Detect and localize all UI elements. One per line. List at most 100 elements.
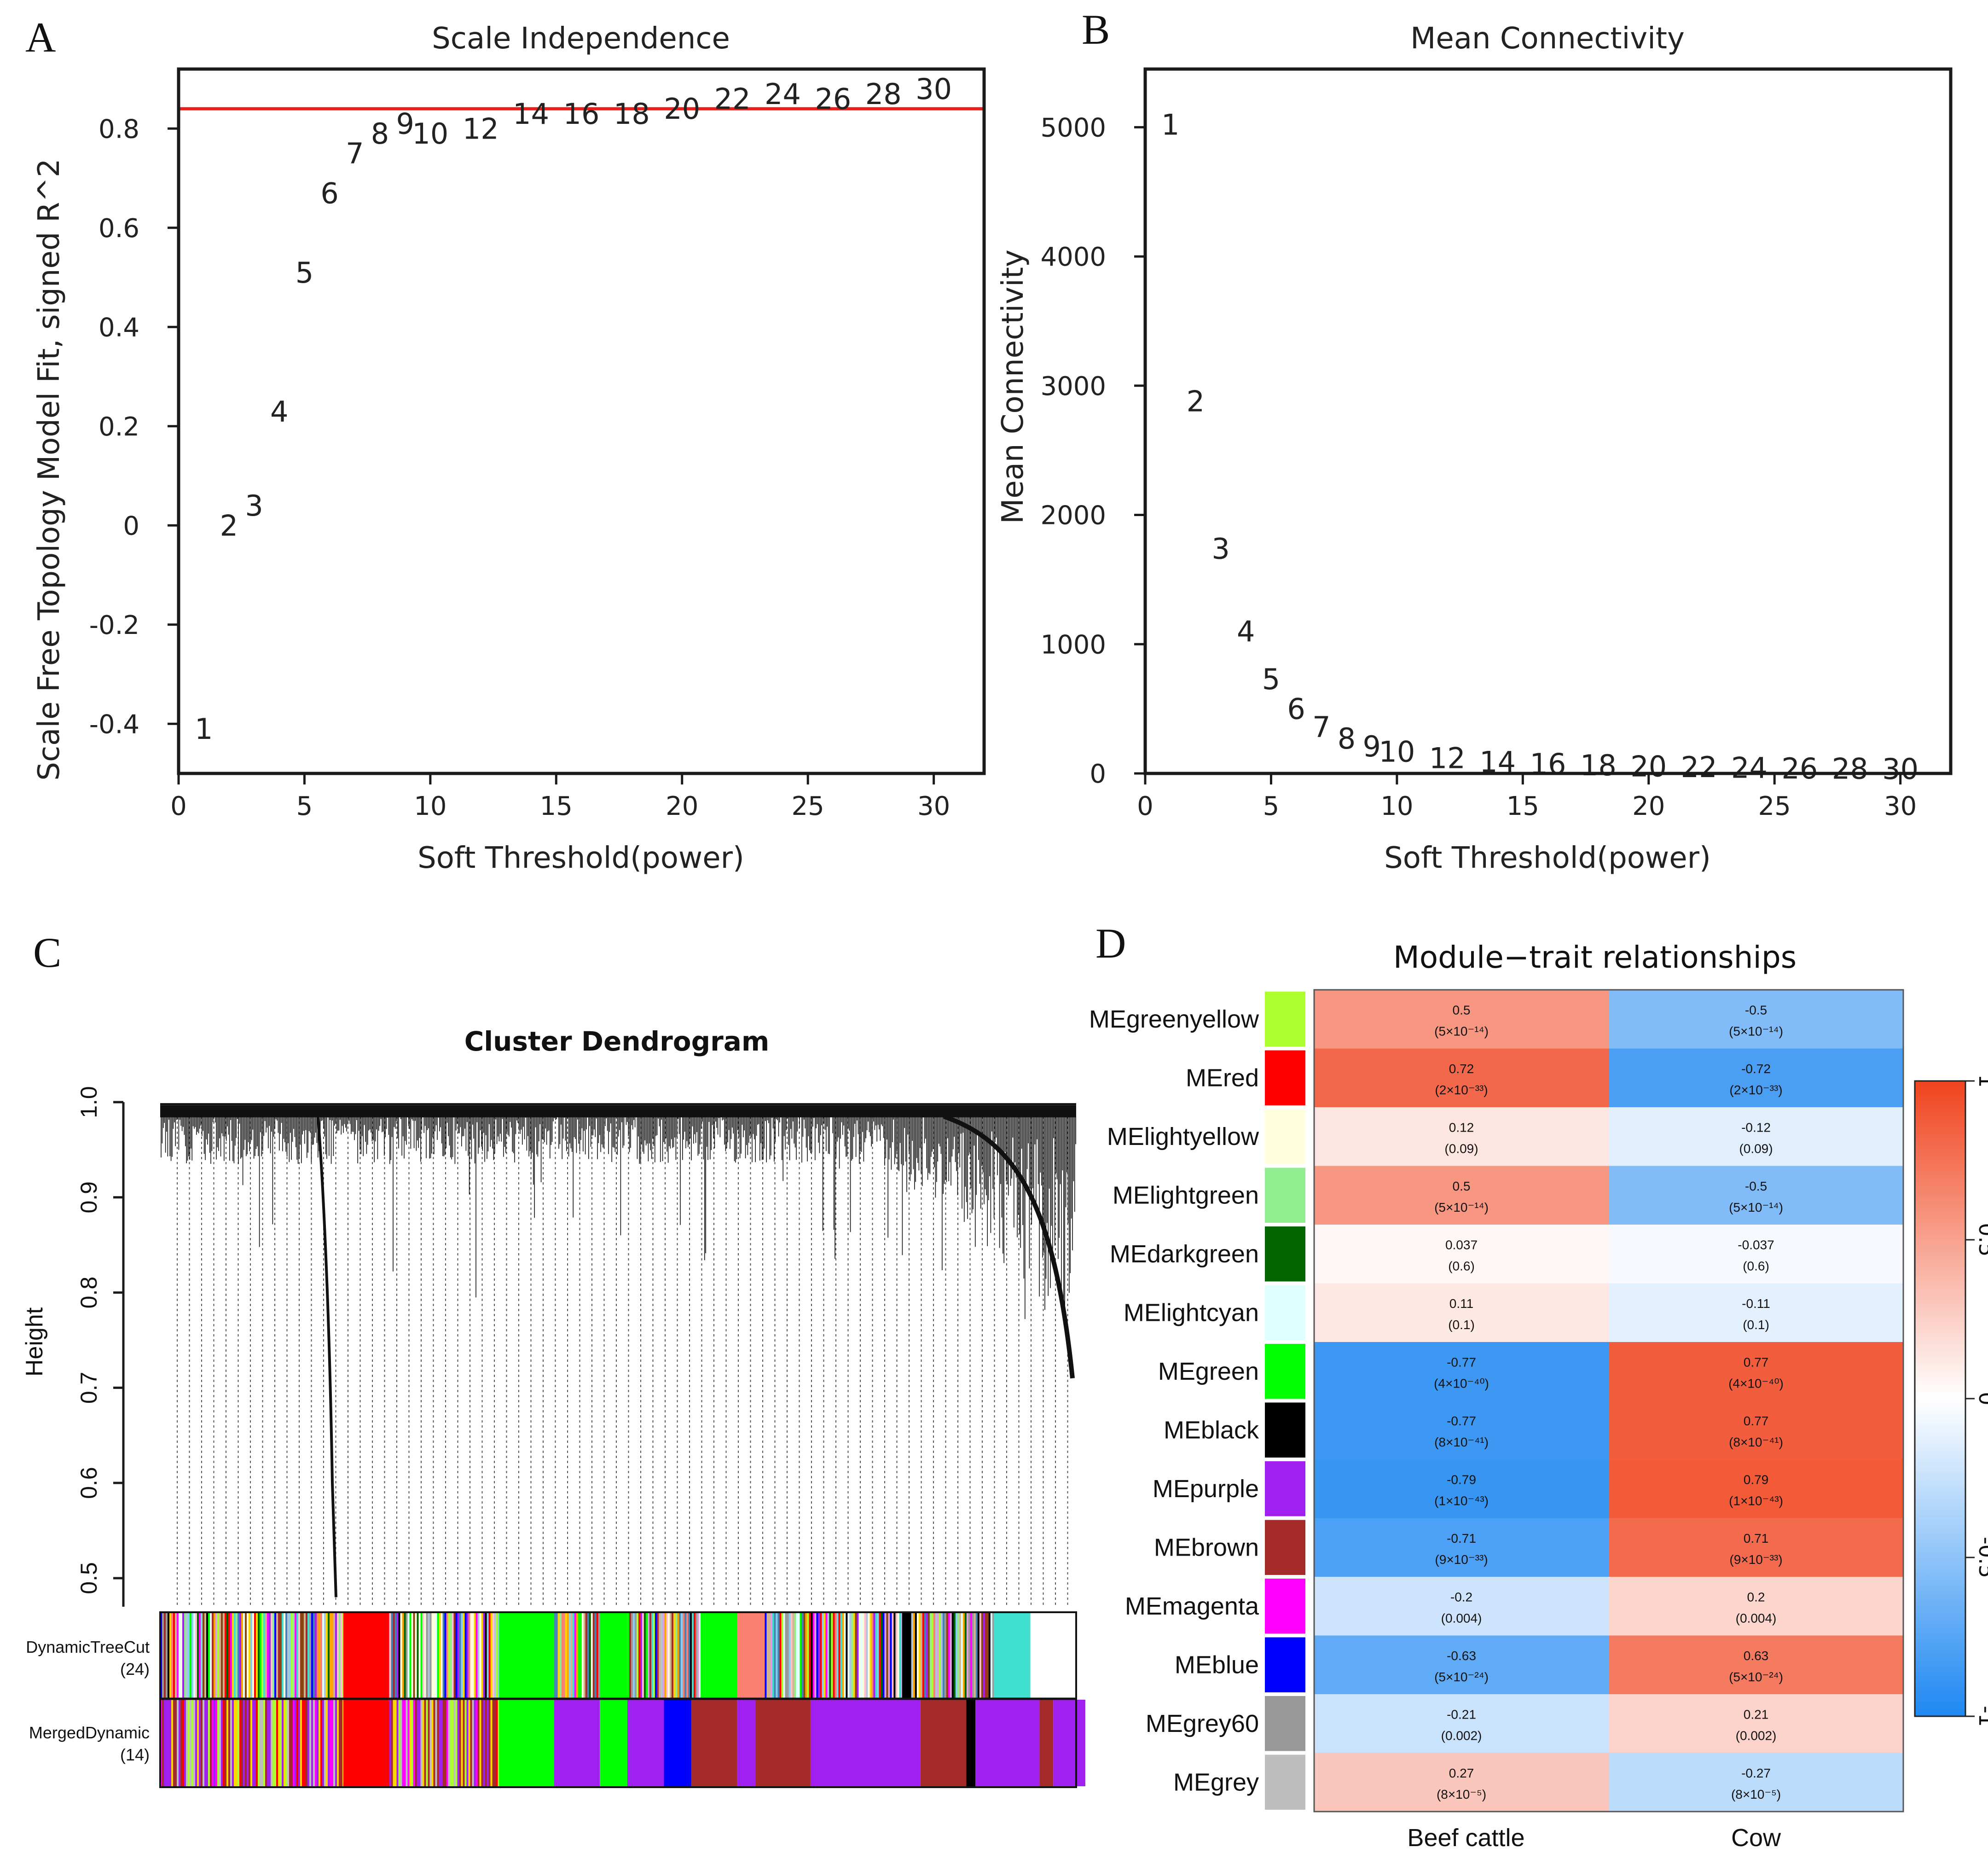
color-stripe [287,1700,290,1786]
color-stripe [468,1613,470,1699]
module-swatch [1265,1109,1305,1164]
color-stripe [444,1613,446,1699]
color-stripe [882,1613,885,1699]
color-stripe [951,1613,954,1699]
y-tick-label: 3000 [1040,372,1106,401]
color-stripe [180,1700,183,1786]
color-stripe [197,1613,199,1699]
y-tick-label: 0.4 [99,313,139,343]
module-swatch [1265,1637,1305,1692]
data-point-label: 26 [815,82,851,116]
legend-ticks: 1 0.5 0 -0.5 -1 [1965,1074,1988,1727]
color-stripe [215,1613,218,1699]
y-tick-label: 1000 [1040,630,1106,660]
data-point-label: 9 [396,107,414,141]
color-stripe [807,1613,809,1699]
color-stripe [418,1700,421,1786]
color-stripe [570,1613,573,1699]
color-stripe [961,1613,963,1699]
color-stripe [311,1613,313,1699]
color-stripe [638,1613,641,1699]
heatmap-cell [1609,1577,1903,1636]
color-stripe [645,1613,648,1699]
color-stripe [428,1613,430,1699]
color-stripe [768,1613,771,1699]
color-stripe [695,1613,698,1699]
color-stripe [627,1700,664,1786]
color-stripe [411,1613,413,1699]
color-stripe [317,1700,319,1786]
y-tick-label: 0 [1090,759,1106,789]
module-label: MEgrey [1173,1768,1259,1796]
x-tick-label: 30 [917,791,950,821]
color-stripe [300,1613,302,1699]
color-stripe [293,1700,295,1786]
heatmap-frame [1313,989,1904,1813]
color-stripe [581,1613,584,1699]
color-stripe [812,1613,815,1699]
color-stripe [258,1613,260,1699]
cell-pvalue: (5×10⁻¹⁴) [1434,1200,1489,1214]
color-stripe [182,1613,185,1699]
color-stripe [234,1700,236,1786]
heatmap-row: MEgreen -0.77 (4×10⁻⁴⁰) 0.77 (4×10⁻⁴⁰) [1158,1342,1903,1401]
module-label: MEmagenta [1125,1592,1259,1620]
module-label: MEgrey60 [1146,1710,1259,1737]
color-stripe [440,1613,443,1699]
module-label: MElightcyan [1124,1299,1259,1326]
x-tick-label: 5 [296,791,313,821]
color-stripe [678,1613,681,1699]
cell-value: 0.77 [1744,1414,1769,1428]
color-stripe [629,1613,632,1699]
y-tick-label: 0.9 [76,1181,102,1214]
color-stripe [779,1613,782,1699]
color-stripe [488,1613,491,1699]
color-stripe [335,1613,337,1699]
heatmap-row: MEpurple -0.79 (1×10⁻⁴³) 0.79 (1×10⁻⁴³) [1153,1459,1903,1518]
module-swatch [1265,1050,1305,1105]
color-stripe [966,1613,968,1699]
color-stripe [241,1613,243,1699]
color-stripe [417,1613,419,1699]
color-stripe [920,1700,967,1786]
cell-pvalue: (0.6) [1448,1259,1475,1273]
module-swatch [1265,1344,1305,1399]
color-stripe [477,1700,480,1786]
color-stripe [271,1700,273,1786]
color-stripe [578,1613,580,1699]
color-stripe [407,1700,410,1786]
chart-title: Cluster Dendrogram [464,1026,770,1057]
color-stripe [1053,1700,1085,1786]
color-stripe [990,1613,992,1699]
color-stripe [479,1700,481,1786]
color-stripe [330,1613,332,1699]
color-stripe [245,1613,247,1699]
cell-value: -0.21 [1447,1708,1476,1722]
cell-value: 0.2 [1747,1590,1765,1604]
color-stripe [664,1700,692,1786]
color-stripe [435,1700,437,1786]
color-stripe [592,1613,595,1699]
data-point-label: 12 [463,112,499,145]
color-stripe [435,1613,437,1699]
module-label: MEgreenyellow [1089,1005,1259,1033]
color-stripe [822,1613,824,1699]
color-stripe [899,1613,901,1699]
cell-pvalue: (0.004) [1441,1611,1482,1625]
color-stripe [217,1613,220,1699]
color-stripe [168,1700,170,1786]
y-axis-label: Mean Connectivity [996,250,1030,524]
color-stripe [285,1613,288,1699]
module-swatch [1265,1579,1305,1634]
color-stripe [304,1613,306,1699]
cell-value: -0.71 [1447,1531,1476,1545]
color-stripe [162,1613,164,1699]
color-stripe [942,1613,945,1699]
color-stripe [656,1613,659,1699]
data-point-label: 24 [1731,751,1768,784]
color-stripe [439,1613,441,1699]
color-stripe [970,1613,972,1699]
color-stripe [214,1700,216,1786]
color-stripe [238,1613,240,1699]
